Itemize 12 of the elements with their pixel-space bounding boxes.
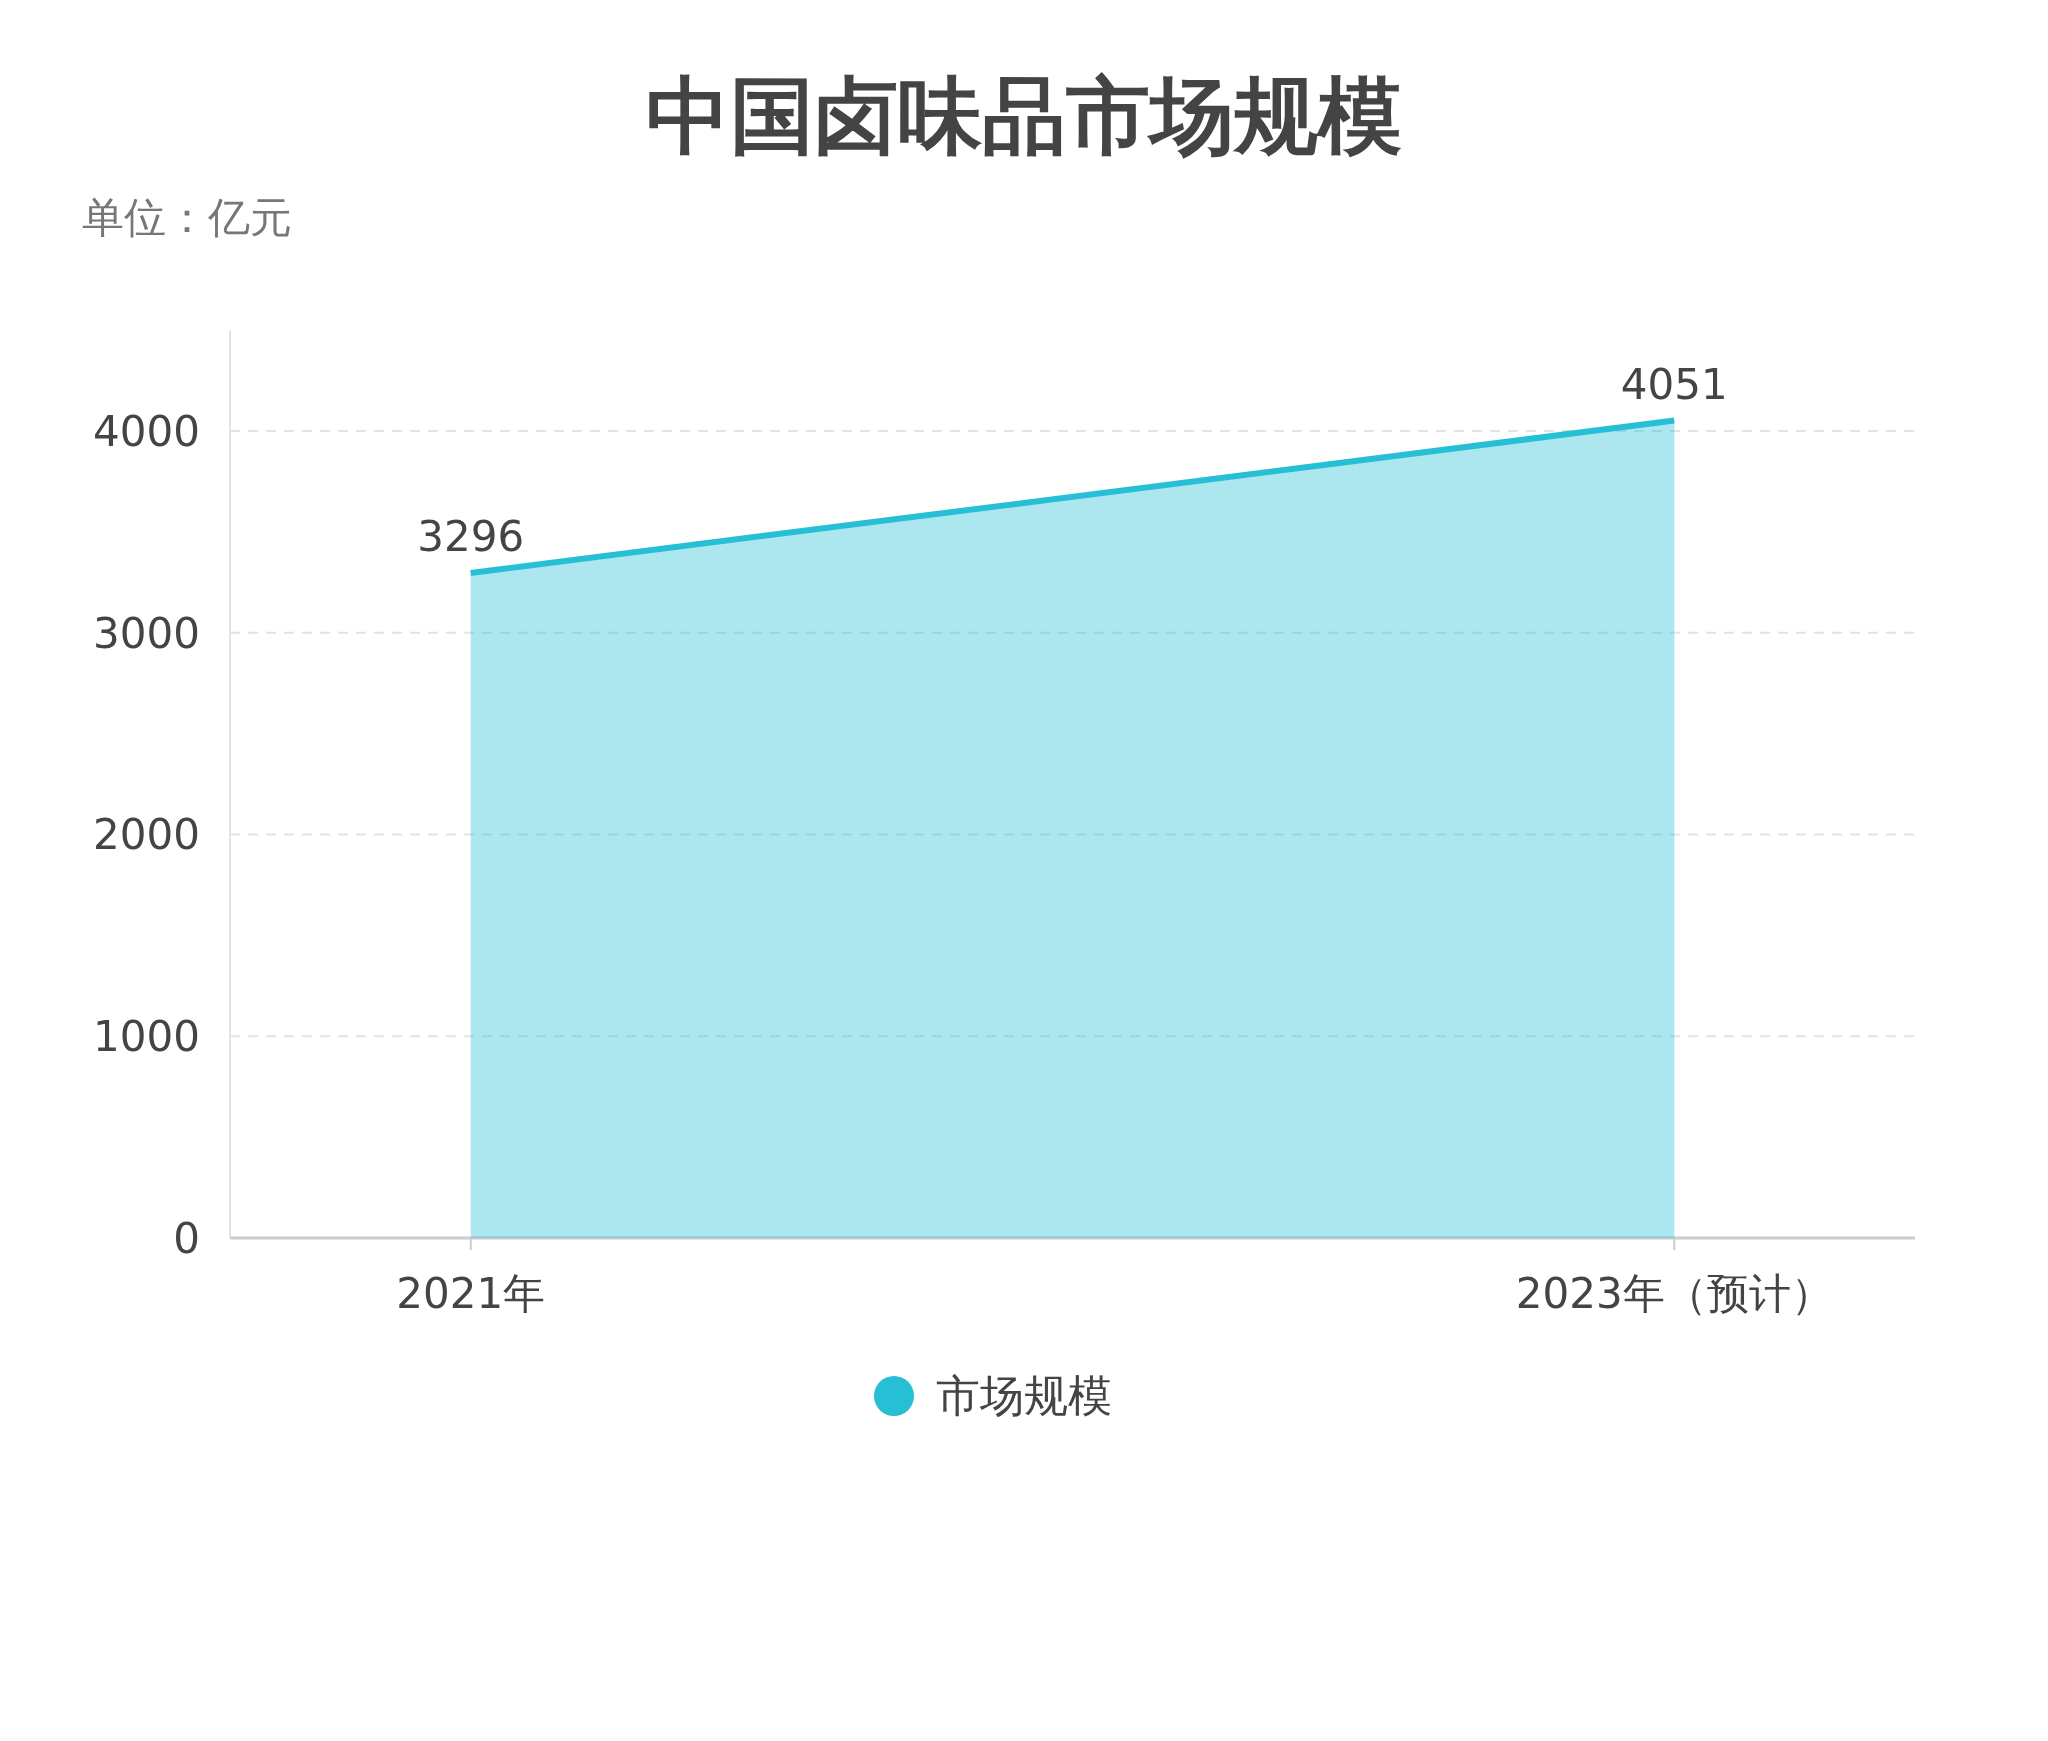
x-tick-label: 2023年（预计） xyxy=(1515,1269,1833,1318)
legend-label: 市场规模 xyxy=(936,1370,1112,1421)
data-label: 4051 xyxy=(1620,359,1728,409)
y-axis-title: 单位：亿元 xyxy=(82,193,292,242)
y-tick-label: 0 xyxy=(173,1214,200,1263)
y-tick-label: 1000 xyxy=(93,1012,200,1062)
y-tick-label: 4000 xyxy=(93,406,200,456)
chart-title: 中国卤味品市场规模 xyxy=(646,67,1402,165)
data-label: 3296 xyxy=(417,511,525,561)
x-tick-label: 2021年 xyxy=(396,1269,546,1318)
y-tick-label: 2000 xyxy=(93,810,200,860)
y-tick-label: 3000 xyxy=(93,608,200,658)
